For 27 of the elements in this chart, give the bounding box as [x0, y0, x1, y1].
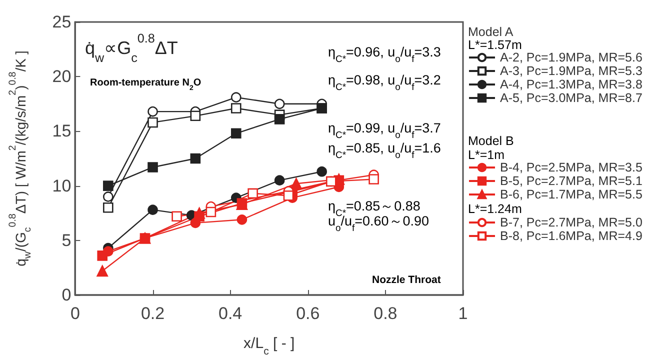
legend-label: A-5, Pc=3.0MPa, MR=8.7: [500, 91, 642, 105]
y-tick-label: 25: [52, 12, 72, 32]
text: L*=1.57m: [468, 38, 522, 52]
annotation: Nozzle Throat: [372, 274, 442, 286]
legend-label: B-8, Pc=1.6MPa, MR=4.9: [500, 229, 642, 243]
text: L*=1.24m: [468, 202, 522, 216]
y-tick-label: 20: [52, 67, 72, 86]
text: q̇w/(Gc0.8ΔT) [ W/m2/(kg/s/m2)0.8/K ]: [8, 50, 34, 266]
legend-label: B-7, Pc=2.7MPa, MR=5.0: [500, 216, 642, 230]
x-tick-label: 0.4: [218, 304, 242, 323]
legend-label: B-5, Pc=2.7MPa, MR=5.1: [500, 174, 642, 188]
x-tick-label: 0.6: [296, 304, 320, 323]
text: L*=1m: [468, 148, 504, 162]
y-tick-label: 10: [52, 176, 72, 196]
y-tick-label: 15: [52, 122, 72, 141]
legend-label: B-4, Pc=2.5MPa, MR=3.5: [500, 160, 642, 174]
text: Model B: [468, 134, 514, 148]
legend-label: A-2, Pc=1.9MPa, MR=5.6: [500, 50, 642, 64]
legend-label: A-3, Pc=1.9MPa, MR=5.3: [500, 64, 642, 78]
legend-label: B-6, Pc=1.7MPa, MR=5.5: [500, 188, 642, 202]
x-tick-label: 1: [458, 304, 468, 323]
x-tick-label: 0.8: [374, 304, 398, 323]
y-tick-label: 0: [62, 286, 72, 304]
legend-label: A-4, Pc=1.3MPa, MR=3.8: [500, 78, 642, 92]
y-tick-label: 5: [62, 230, 72, 250]
legend-title: Model A: [468, 25, 514, 39]
x-tick-label: 0.2: [140, 304, 165, 323]
